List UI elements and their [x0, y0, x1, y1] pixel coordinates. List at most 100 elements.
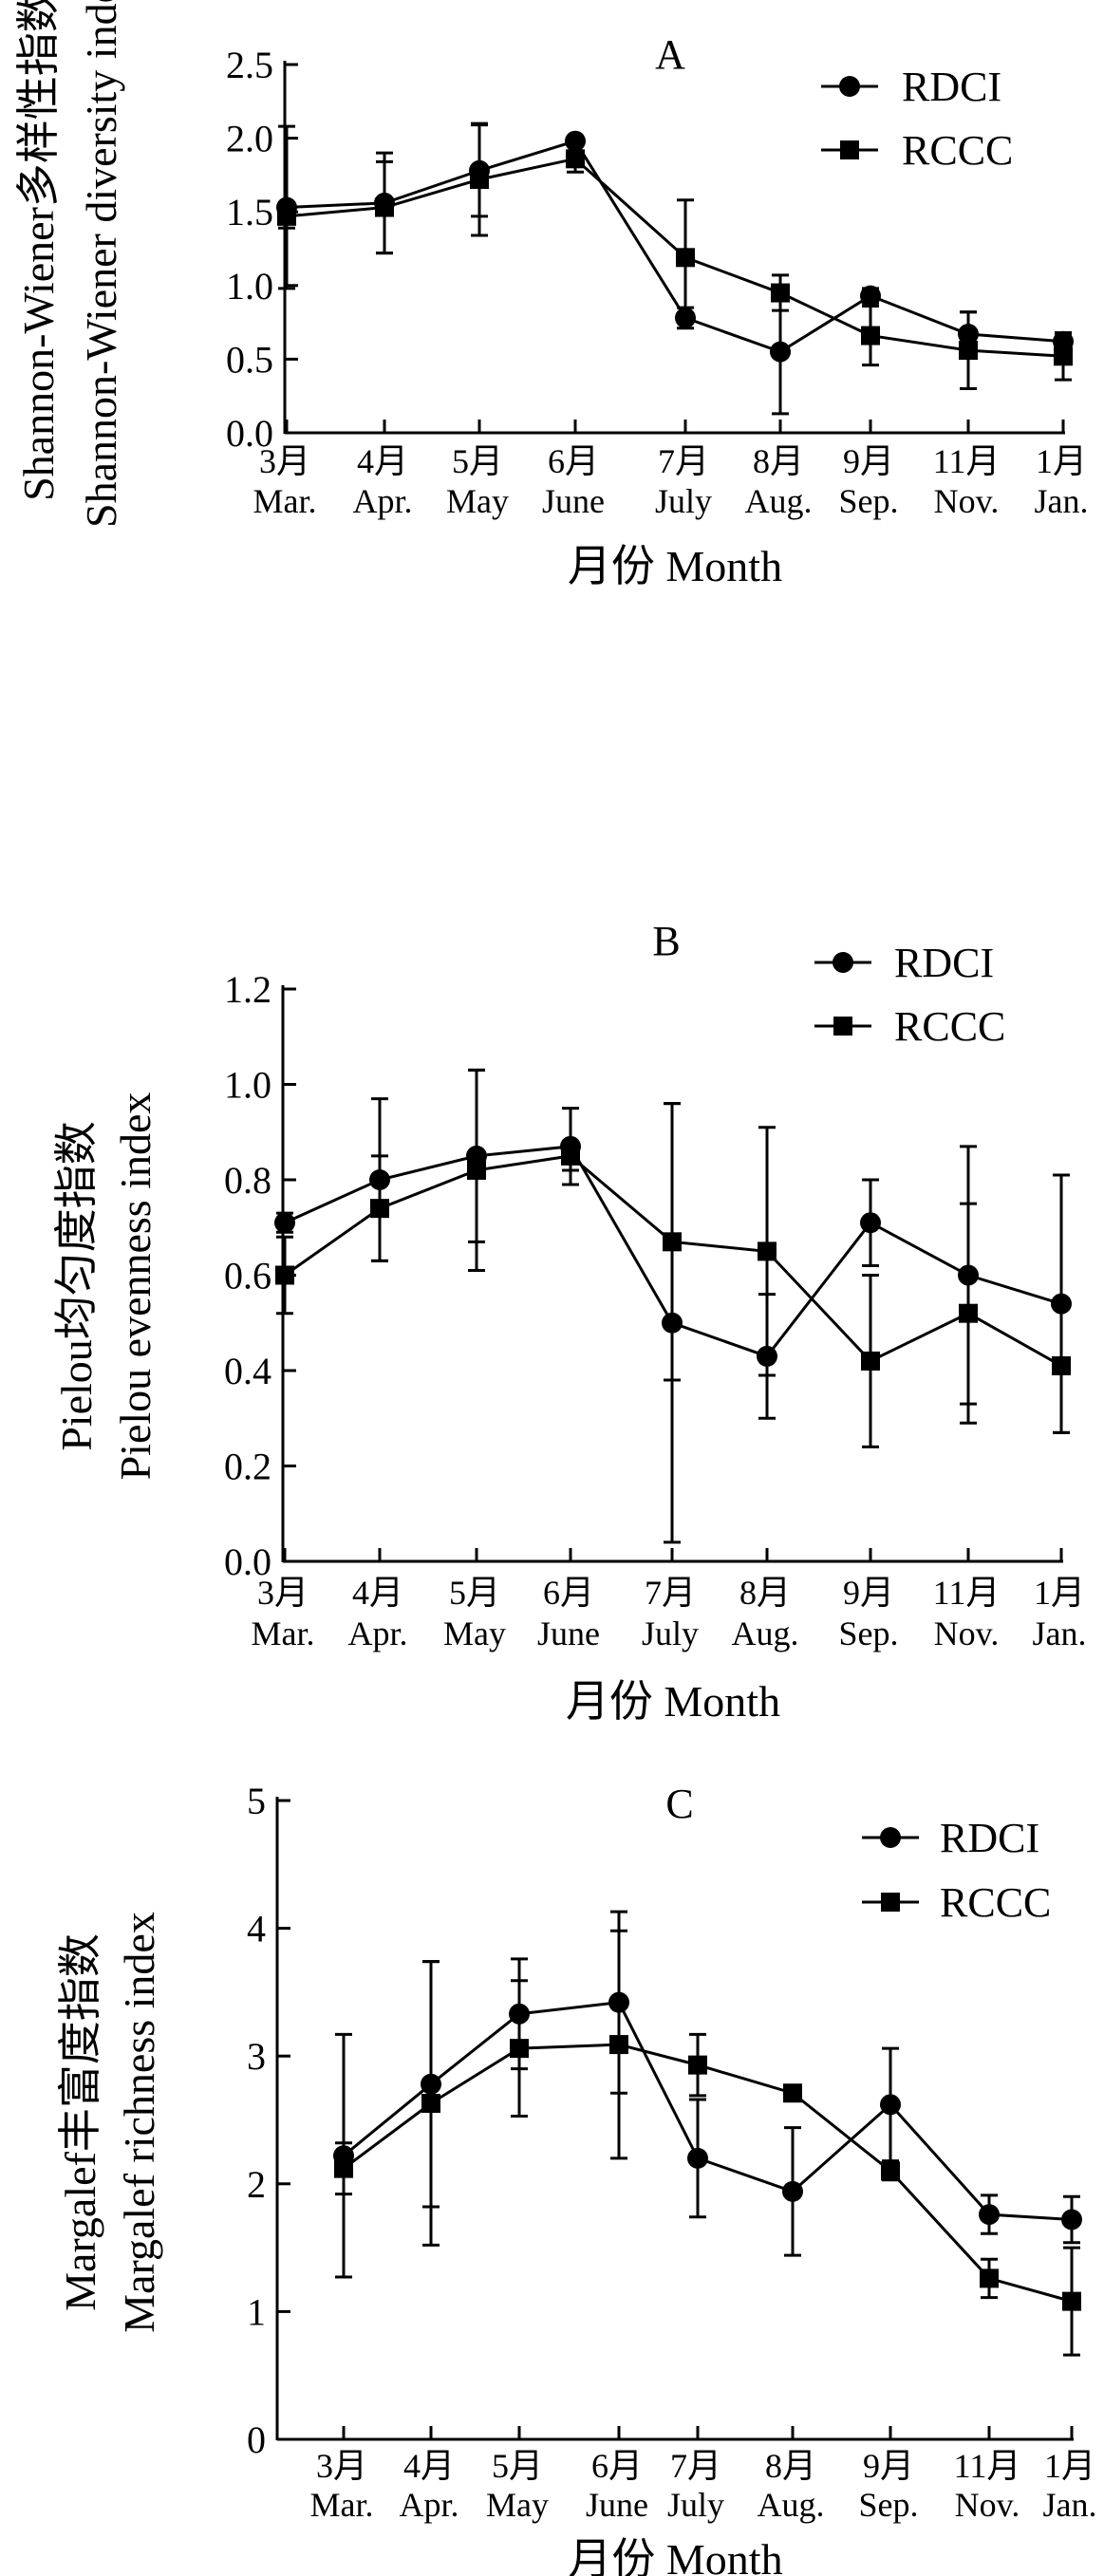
x-tick-label-cn: 1月 — [1034, 1574, 1085, 1612]
x-tick-label-en: Sep. — [839, 1615, 899, 1652]
x-tick-label-cn: 8月 — [753, 442, 804, 480]
data-point-rdci — [770, 341, 791, 363]
data-point-rccc — [881, 2161, 900, 2181]
y-axis-title-cn: Shannon-Wiener多样性指数 — [14, 0, 63, 501]
data-point-rccc — [370, 1199, 389, 1219]
legend-marker-rdci — [880, 1827, 901, 1848]
legend-label-rccc: RCCC — [940, 1879, 1051, 1926]
y-axis-title-en: Margalef richness index — [115, 1912, 163, 2333]
data-point-rccc — [676, 248, 695, 268]
data-point-rccc — [688, 2055, 707, 2075]
y-tick-label: 0.0 — [224, 1540, 271, 1583]
data-point-rccc — [470, 170, 489, 190]
x-tick-label-en: July — [642, 1615, 699, 1652]
data-point-rccc — [959, 1303, 978, 1323]
data-point-rccc — [980, 2268, 999, 2288]
x-tick-label-en: Apr. — [348, 1615, 408, 1652]
y-tick-label: 1.0 — [226, 265, 273, 308]
legend-marker-rccc — [840, 140, 859, 159]
y-tick-label: 2 — [247, 2163, 266, 2206]
x-tick-label-en: Mar. — [310, 2486, 374, 2524]
y-tick-label: 1 — [247, 2290, 266, 2333]
x-tick-label-en: July — [655, 482, 712, 520]
y-tick-label: 1.2 — [224, 968, 271, 1011]
x-tick-label-cn: 11月 — [933, 1574, 1001, 1612]
x-tick-label-en: Apr. — [400, 2486, 459, 2524]
y-tick-label: 2.5 — [226, 44, 273, 86]
x-axis-title: 月份 Month — [568, 542, 782, 590]
x-tick-label-cn: 8月 — [765, 2447, 816, 2485]
data-point-rdci — [274, 1212, 295, 1234]
data-point-rdci — [860, 1212, 881, 1234]
x-tick-label-cn: 8月 — [739, 1574, 791, 1612]
series-line-rdci — [343, 2001, 1073, 2221]
legend-marker-rdci — [839, 76, 860, 97]
x-tick-label-en: Sep. — [859, 2486, 919, 2524]
x-tick-label-en: June — [537, 1615, 600, 1652]
data-point-rccc — [1054, 346, 1073, 366]
data-point-rdci — [687, 2147, 708, 2169]
x-tick-label-cn: 7月 — [670, 2447, 721, 2485]
y-tick-label: 5 — [247, 1780, 266, 1822]
x-tick-label-cn: 7月 — [645, 1574, 696, 1612]
x-tick-label-cn: 4月 — [403, 2447, 455, 2485]
x-tick-label-en: Jan. — [1035, 482, 1089, 520]
x-tick-label-cn: 3月 — [316, 2447, 367, 2485]
x-tick-label-en: May — [446, 482, 509, 520]
data-point-rccc — [275, 1265, 294, 1285]
x-tick-label-en: June — [586, 2486, 648, 2524]
x-tick-label-en: Jan. — [1043, 2486, 1097, 2524]
legend-marker-rdci — [833, 952, 853, 973]
data-point-rccc — [1052, 1355, 1071, 1375]
y-tick-label: 3 — [247, 2035, 266, 2078]
x-tick-label-cn: 5月 — [449, 1574, 500, 1612]
x-tick-label-cn: 9月 — [843, 1574, 894, 1612]
panel-label: C — [665, 1781, 693, 1827]
x-tick-label-en: Sep. — [839, 482, 899, 520]
x-tick-label-en: May — [443, 1615, 506, 1652]
data-point-rccc — [561, 1146, 580, 1166]
data-point-rdci — [1061, 2209, 1082, 2231]
x-tick-label-cn: 11月 — [933, 442, 1001, 480]
x-axis-title: 月份 Month — [568, 2535, 782, 2576]
y-tick-label: 0 — [247, 2418, 266, 2461]
x-tick-label-cn: 9月 — [843, 442, 894, 480]
x-tick-label-en: May — [486, 2486, 549, 2524]
legend-marker-rccc — [833, 1017, 852, 1036]
data-point-rccc — [510, 2039, 529, 2059]
data-point-rccc — [566, 149, 585, 169]
y-tick-label: 0.4 — [224, 1350, 271, 1392]
data-point-rccc — [609, 2035, 628, 2055]
x-tick-label-en: June — [542, 482, 605, 520]
x-tick-label-cn: 5月 — [452, 442, 503, 480]
data-point-rccc — [861, 326, 880, 345]
x-tick-label-en: Aug. — [732, 1615, 799, 1652]
x-tick-label-en: Mar. — [252, 1615, 315, 1652]
x-tick-label-cn: 6月 — [548, 442, 599, 480]
y-tick-label: 1.5 — [226, 191, 273, 233]
data-point-rccc — [277, 206, 296, 226]
data-point-rccc — [467, 1160, 486, 1180]
data-point-rccc — [375, 197, 394, 217]
data-point-rccc — [663, 1232, 682, 1252]
y-axis-title-en: Shannon-Wiener diversity index — [77, 0, 125, 528]
y-tick-label: 2.0 — [226, 118, 273, 160]
y-tick-label: 0.8 — [224, 1159, 271, 1202]
x-tick-label-en: July — [667, 2486, 724, 2524]
x-tick-label-cn: 6月 — [543, 1574, 594, 1612]
x-tick-label-en: Mar. — [253, 482, 317, 520]
data-point-rccc — [861, 1351, 880, 1371]
x-tick-label-cn: 11月 — [954, 2447, 1021, 2485]
y-tick-label: 0.5 — [226, 338, 273, 381]
y-tick-label: 0.2 — [224, 1446, 271, 1488]
legend-label-rdci: RDCI — [940, 1815, 1039, 1861]
data-point-rccc — [1062, 2291, 1081, 2311]
data-point-rdci — [675, 307, 696, 328]
x-tick-label-cn: 3月 — [259, 442, 310, 480]
x-tick-label-cn: 9月 — [863, 2447, 914, 2485]
x-tick-label-cn: 6月 — [591, 2447, 643, 2485]
x-tick-label-cn: 4月 — [352, 1574, 403, 1612]
